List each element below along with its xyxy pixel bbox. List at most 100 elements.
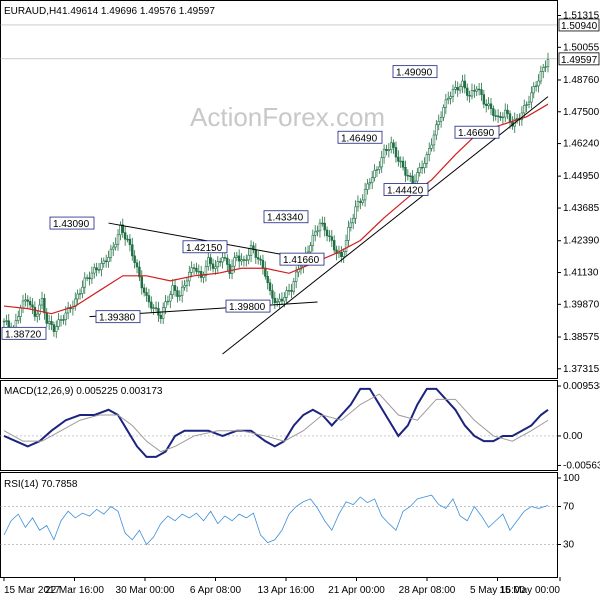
price-annotation-box <box>182 240 228 254</box>
candle-body <box>435 124 438 136</box>
rsi-tick-label: 30 <box>563 540 575 551</box>
candle-body <box>451 88 455 97</box>
time-tick-label: 28 Apr 08:00 <box>399 585 456 596</box>
candle-body <box>242 259 246 261</box>
candle-body <box>176 290 179 297</box>
candle-body <box>83 277 86 288</box>
candle-body <box>480 89 483 95</box>
candle-body <box>328 235 331 238</box>
candle-body <box>237 255 241 262</box>
candle-body <box>152 307 155 309</box>
candle-body <box>530 92 533 103</box>
candle-body <box>233 257 236 267</box>
candle-body <box>100 263 103 270</box>
candle-body <box>114 243 117 248</box>
candle-body <box>361 199 364 203</box>
candle-body <box>359 201 362 203</box>
candle-body <box>390 142 393 151</box>
candle-body <box>404 166 407 176</box>
candle-body <box>26 299 29 302</box>
candle-body <box>45 312 48 324</box>
candle-body <box>354 206 357 219</box>
candle-body <box>135 262 139 268</box>
rsi-title: RSI(14) 70.7858 <box>4 479 78 490</box>
candle-body <box>119 224 122 236</box>
candle-body <box>38 304 41 315</box>
candle-body <box>161 307 165 319</box>
time-tick-label: 13 Apr 16:00 <box>258 585 315 596</box>
price-annotation-label: 1.42150 <box>186 243 223 254</box>
candle-body <box>349 222 353 228</box>
price-annotation-box <box>392 65 438 79</box>
candle-body <box>539 71 543 82</box>
candle-body <box>542 67 545 72</box>
candle-body <box>204 266 208 276</box>
candle-body <box>283 297 286 302</box>
candle-body <box>59 319 63 321</box>
candle-body <box>420 167 424 169</box>
candle-body <box>81 286 84 294</box>
candle-body <box>387 149 391 152</box>
candle-body <box>192 267 196 269</box>
candle-body <box>477 88 481 91</box>
candle-body <box>537 80 540 87</box>
candle-body <box>169 294 172 302</box>
candle-body <box>330 236 334 241</box>
candle-body <box>487 103 490 106</box>
candle-body <box>47 321 51 324</box>
candle-body <box>380 157 383 168</box>
rsi-series-line <box>3 494 549 546</box>
candle-body <box>311 234 315 246</box>
price-annotation-box <box>454 125 500 139</box>
candle-body <box>66 307 70 314</box>
candle-body <box>382 148 386 158</box>
candle-body <box>373 169 376 179</box>
price-marker-label: 1.50940 <box>561 21 598 32</box>
candle-body <box>40 298 44 306</box>
macd-lines <box>3 387 549 458</box>
price-tick-label: 1.37315 <box>563 364 600 375</box>
candle-body <box>259 258 262 261</box>
candle-body <box>470 90 474 97</box>
candle-body <box>102 260 105 264</box>
candle-body <box>159 314 162 319</box>
candle-body <box>240 259 243 262</box>
price-tick-label: 1.38575 <box>563 332 600 343</box>
candle-body <box>449 96 452 99</box>
price-annotation-box <box>383 183 429 196</box>
candle-body <box>356 201 360 208</box>
candle-body <box>197 271 200 273</box>
candle-body <box>368 182 372 185</box>
macd-series-line <box>3 387 549 458</box>
candle-body <box>64 312 67 320</box>
candle-body <box>463 80 467 89</box>
candle-body <box>95 267 98 271</box>
candle-body <box>264 267 267 277</box>
price-markers: 1.50940 1.49597 <box>0 18 600 66</box>
candle-body <box>461 80 464 87</box>
candle-body <box>392 142 395 148</box>
price-annotation-label: 1.46490 <box>341 133 378 144</box>
candle-body <box>344 240 348 253</box>
time-tick-label: 22 Mar 16:00 <box>45 585 104 596</box>
time-tick-label: 30 Mar 00:00 <box>116 585 175 596</box>
candle-body <box>515 117 519 120</box>
candle-body <box>180 286 184 296</box>
candle-body <box>506 109 509 114</box>
macd-tick-label: -0.005637 <box>563 460 600 471</box>
candle-body <box>318 222 322 232</box>
price-annotation-label: 1.38720 <box>5 329 42 340</box>
candle-body <box>266 275 269 284</box>
candle-body <box>473 90 476 92</box>
candle-body <box>287 290 291 292</box>
candle-body <box>275 301 279 304</box>
candle-body <box>316 230 319 233</box>
candle-body <box>504 109 507 118</box>
candle-body <box>278 298 281 302</box>
candle-body <box>104 260 108 262</box>
candle-body <box>226 257 229 265</box>
candle-body <box>140 276 143 289</box>
watermark: ActionForex.com <box>190 102 385 132</box>
candle-body <box>178 295 181 297</box>
